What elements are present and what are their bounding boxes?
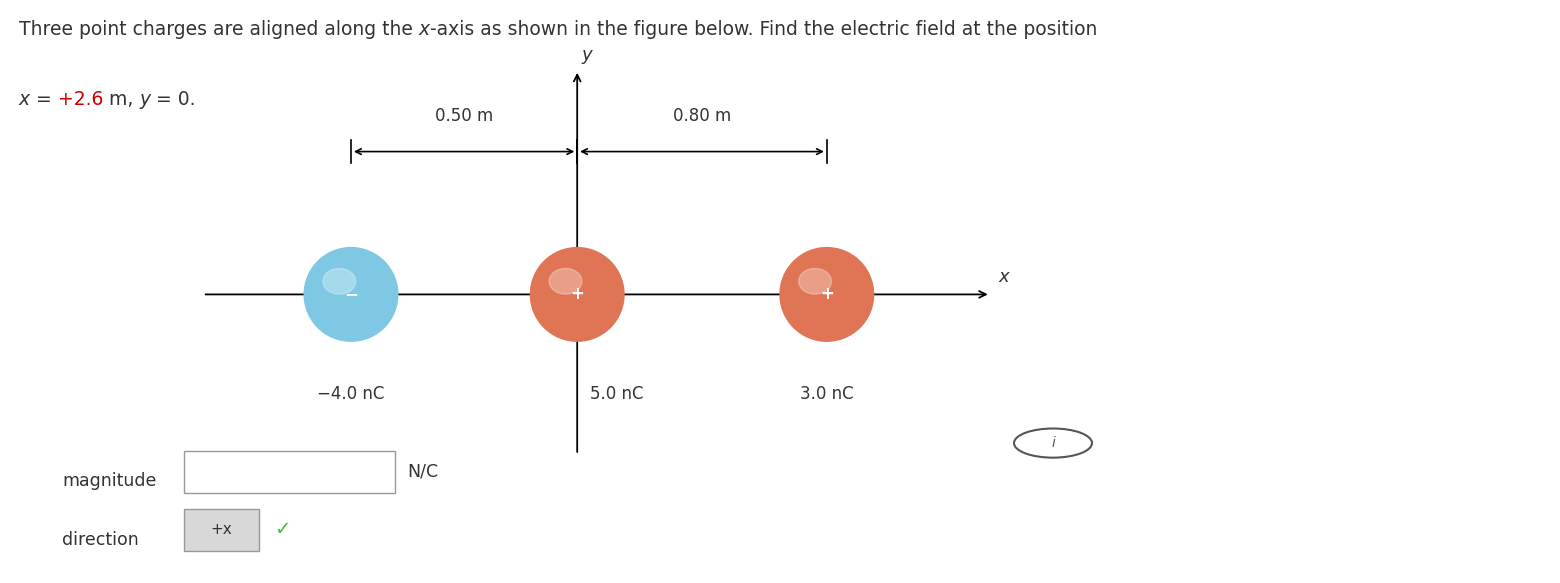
Ellipse shape bbox=[304, 248, 398, 341]
Text: magnitude: magnitude bbox=[62, 472, 156, 490]
Text: y: y bbox=[582, 46, 591, 64]
Text: m,: m, bbox=[103, 90, 139, 110]
Text: −: − bbox=[345, 286, 357, 303]
Text: +2.6: +2.6 bbox=[58, 90, 103, 110]
Ellipse shape bbox=[530, 248, 624, 341]
Text: x: x bbox=[19, 90, 30, 110]
Text: -axis as shown in the figure below. Find the electric field at the position: -axis as shown in the figure below. Find… bbox=[429, 20, 1097, 40]
Text: 5.0 nC: 5.0 nC bbox=[590, 385, 643, 403]
Ellipse shape bbox=[799, 268, 831, 294]
Text: Three point charges are aligned along the: Three point charges are aligned along th… bbox=[19, 20, 418, 40]
Text: +x: +x bbox=[211, 522, 232, 538]
FancyBboxPatch shape bbox=[184, 509, 259, 551]
Text: +: + bbox=[821, 286, 833, 303]
FancyBboxPatch shape bbox=[184, 451, 395, 493]
Text: +: + bbox=[571, 286, 583, 303]
Ellipse shape bbox=[323, 268, 356, 294]
Text: = 0.: = 0. bbox=[150, 90, 197, 110]
Text: i: i bbox=[1051, 436, 1055, 450]
Text: N/C: N/C bbox=[407, 463, 438, 480]
Text: 0.50 m: 0.50 m bbox=[435, 107, 493, 125]
Text: −4.0 nC: −4.0 nC bbox=[317, 385, 385, 403]
Text: =: = bbox=[30, 90, 58, 110]
Text: ✓: ✓ bbox=[275, 521, 290, 539]
Text: y: y bbox=[139, 90, 150, 110]
Ellipse shape bbox=[549, 268, 582, 294]
Ellipse shape bbox=[780, 248, 874, 341]
Text: x: x bbox=[418, 20, 429, 40]
Text: 3.0 nC: 3.0 nC bbox=[800, 385, 853, 403]
Text: x: x bbox=[998, 268, 1009, 286]
Text: direction: direction bbox=[62, 531, 139, 549]
Text: 0.80 m: 0.80 m bbox=[672, 107, 732, 125]
